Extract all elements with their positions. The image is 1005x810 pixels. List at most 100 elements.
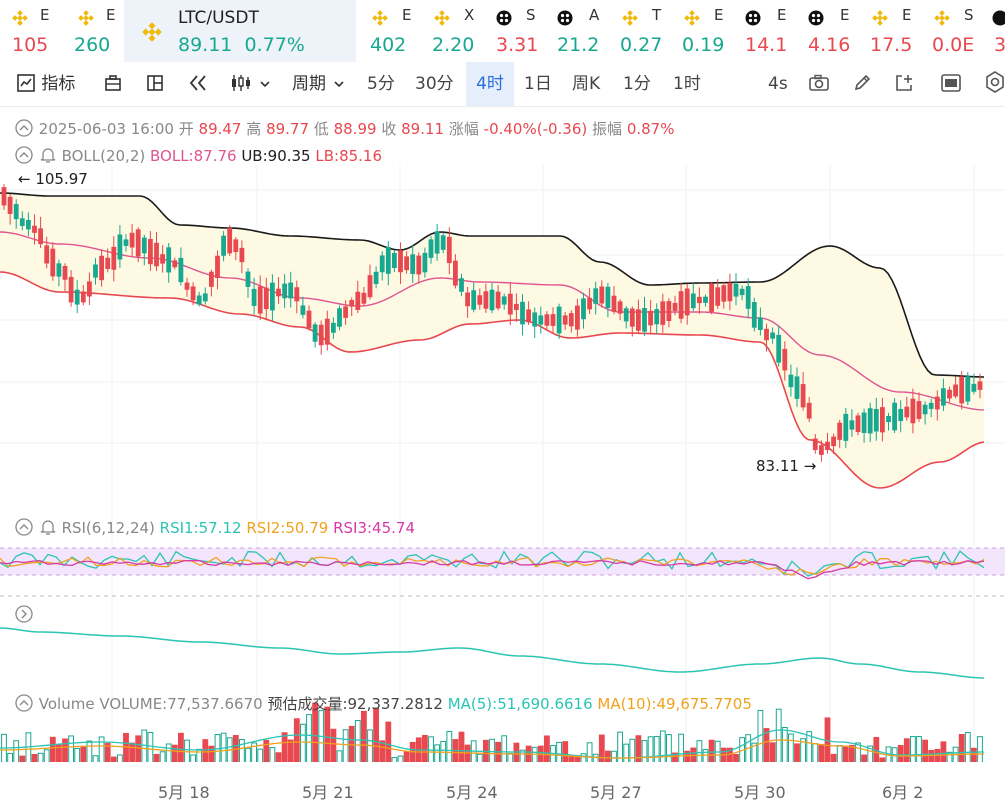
interval-1m[interactable]: 1分: [623, 74, 651, 94]
volume-bar: [812, 743, 819, 762]
volume-bar: [385, 721, 392, 762]
ticker-item[interactable]: S 3.31: [496, 0, 546, 62]
candlestick: [221, 235, 226, 256]
ticker-item[interactable]: S 0.0E: [932, 0, 982, 62]
candlestick: [916, 401, 922, 419]
volume-bar: [117, 754, 123, 762]
open-label: 开: [178, 120, 194, 138]
candlestick: [288, 282, 294, 299]
ticker-item[interactable]: 3: [992, 0, 1005, 62]
ticker-price: 17.5: [870, 34, 913, 56]
ticker-item[interactable]: E 4.16: [808, 0, 858, 62]
change-label: 涨幅: [448, 120, 479, 138]
add-panel-button[interactable]: [894, 62, 916, 106]
ticker-item[interactable]: E 17.5: [870, 0, 920, 62]
volume-bar: [964, 732, 971, 762]
indicator-expand[interactable]: [14, 604, 34, 628]
candlestick: [215, 255, 220, 278]
binance-logo-icon: [684, 10, 700, 26]
volume-bar: [903, 738, 910, 762]
ticker-price: 14.1: [745, 34, 788, 56]
ticker-item[interactable]: A 21.2: [557, 0, 607, 62]
collapse-icon[interactable]: [14, 118, 34, 138]
candlestick: [825, 441, 830, 451]
collapse-icon[interactable]: [14, 145, 34, 165]
candlestick: [355, 291, 361, 310]
ticker-item[interactable]: E 14.1: [745, 0, 795, 62]
binance-logo-icon: [622, 10, 638, 26]
ticker-item[interactable]: X 2.20: [430, 0, 480, 62]
chart-type-dropdown[interactable]: [230, 62, 270, 106]
volume-bar: [800, 738, 807, 762]
candlestick: [538, 315, 544, 325]
volume-bar: [507, 752, 514, 762]
refresh-interval[interactable]: 4s: [768, 74, 788, 94]
volume-bar: [43, 749, 50, 762]
collapse-icon[interactable]: [14, 693, 34, 713]
line-chart-icon: [17, 74, 35, 92]
toolbar-button-layout[interactable]: [104, 62, 122, 106]
candlestick: [276, 288, 281, 297]
interval-1h[interactable]: 1时: [673, 74, 701, 94]
ticker-item[interactable]: T 0.27: [620, 0, 670, 62]
ticker-item[interactable]: E 0.19: [682, 0, 732, 62]
volume-bar: [422, 734, 428, 762]
ticker-item[interactable]: E 260: [74, 0, 124, 62]
interval-4h[interactable]: 4时: [466, 62, 514, 106]
interval-1w[interactable]: 周K: [572, 74, 601, 94]
volume-bar: [672, 752, 678, 762]
token-logo-icon: [808, 10, 824, 26]
candlestick: [532, 312, 538, 327]
expand-icon[interactable]: [14, 604, 34, 624]
candlestick: [7, 196, 13, 214]
ticker-item[interactable]: E 105: [12, 0, 62, 62]
volume-bar: [922, 739, 929, 762]
interval-30m[interactable]: 30分: [415, 74, 454, 94]
candlestick: [56, 263, 62, 277]
volume-bar: [7, 752, 13, 762]
bell-icon[interactable]: [39, 146, 57, 164]
interval-1d[interactable]: 1日: [524, 74, 552, 94]
volume-bar: [202, 739, 209, 762]
date-tick: 5月 24: [446, 783, 498, 802]
candlestick: [697, 296, 702, 304]
candlestick: [959, 376, 965, 404]
candlestick: [196, 295, 202, 305]
settings-button[interactable]: [984, 62, 1005, 106]
indicators-button[interactable]: 指标: [16, 62, 75, 106]
collapse-icon[interactable]: [14, 517, 34, 537]
bell-icon[interactable]: [39, 518, 57, 536]
toolbar-button-panels[interactable]: [146, 62, 164, 106]
candlestick: [751, 302, 757, 328]
volume-bar: [519, 749, 526, 762]
boll-upper-line: [0, 192, 985, 378]
volume-bar: [678, 733, 685, 762]
ticker-name: T: [652, 6, 662, 24]
volume-bar: [879, 757, 886, 762]
volume-bar: [629, 738, 636, 762]
volume-bar: [49, 736, 56, 762]
candlestick: [318, 324, 324, 346]
pencil-icon: [854, 74, 871, 91]
screenshot-button[interactable]: [808, 62, 830, 106]
binance-logo-icon: [434, 10, 450, 26]
toolbar-button-rewind[interactable]: [188, 62, 210, 106]
period-dropdown[interactable]: 周期: [292, 62, 344, 106]
volume-bar: [159, 751, 166, 762]
candlestick: [556, 306, 562, 334]
ticker-item-active[interactable]: LTC/USDT 89.11 0.77%: [124, 0, 356, 62]
candlestick: [32, 225, 37, 233]
candlestick: [282, 283, 287, 299]
volume-bar: [647, 736, 654, 762]
candlestick: [880, 407, 885, 433]
interval-5m[interactable]: 5分: [367, 74, 395, 94]
price-chart[interactable]: [0, 62, 1005, 762]
ticker-item[interactable]: E 402: [368, 0, 418, 62]
candlestick: [526, 309, 531, 323]
candlestick: [867, 408, 873, 434]
template-button[interactable]: [940, 62, 962, 106]
candlestick: [764, 328, 769, 341]
volume-bar: [330, 728, 337, 762]
candlestick: [947, 389, 952, 399]
draw-button[interactable]: [852, 62, 872, 106]
